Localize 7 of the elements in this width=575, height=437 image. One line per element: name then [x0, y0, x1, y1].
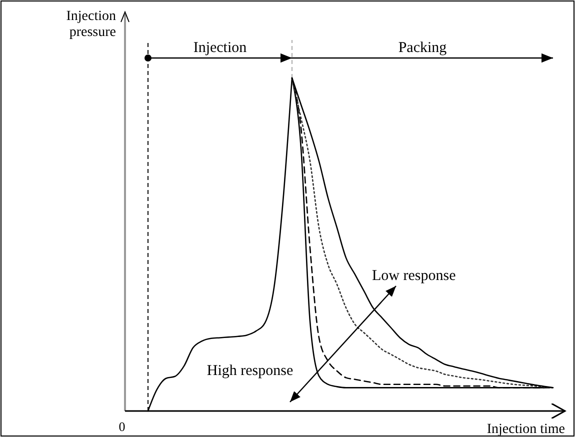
annotation: High response: [206, 363, 294, 379]
y-axis-title: Injection pressure: [66, 9, 116, 40]
text: Packing: [398, 40, 448, 56]
annotation: Low response: [372, 268, 456, 284]
x-axis-title: Injection time: [486, 422, 565, 437]
text: Injection: [193, 40, 248, 56]
text: 0: [118, 419, 126, 434]
